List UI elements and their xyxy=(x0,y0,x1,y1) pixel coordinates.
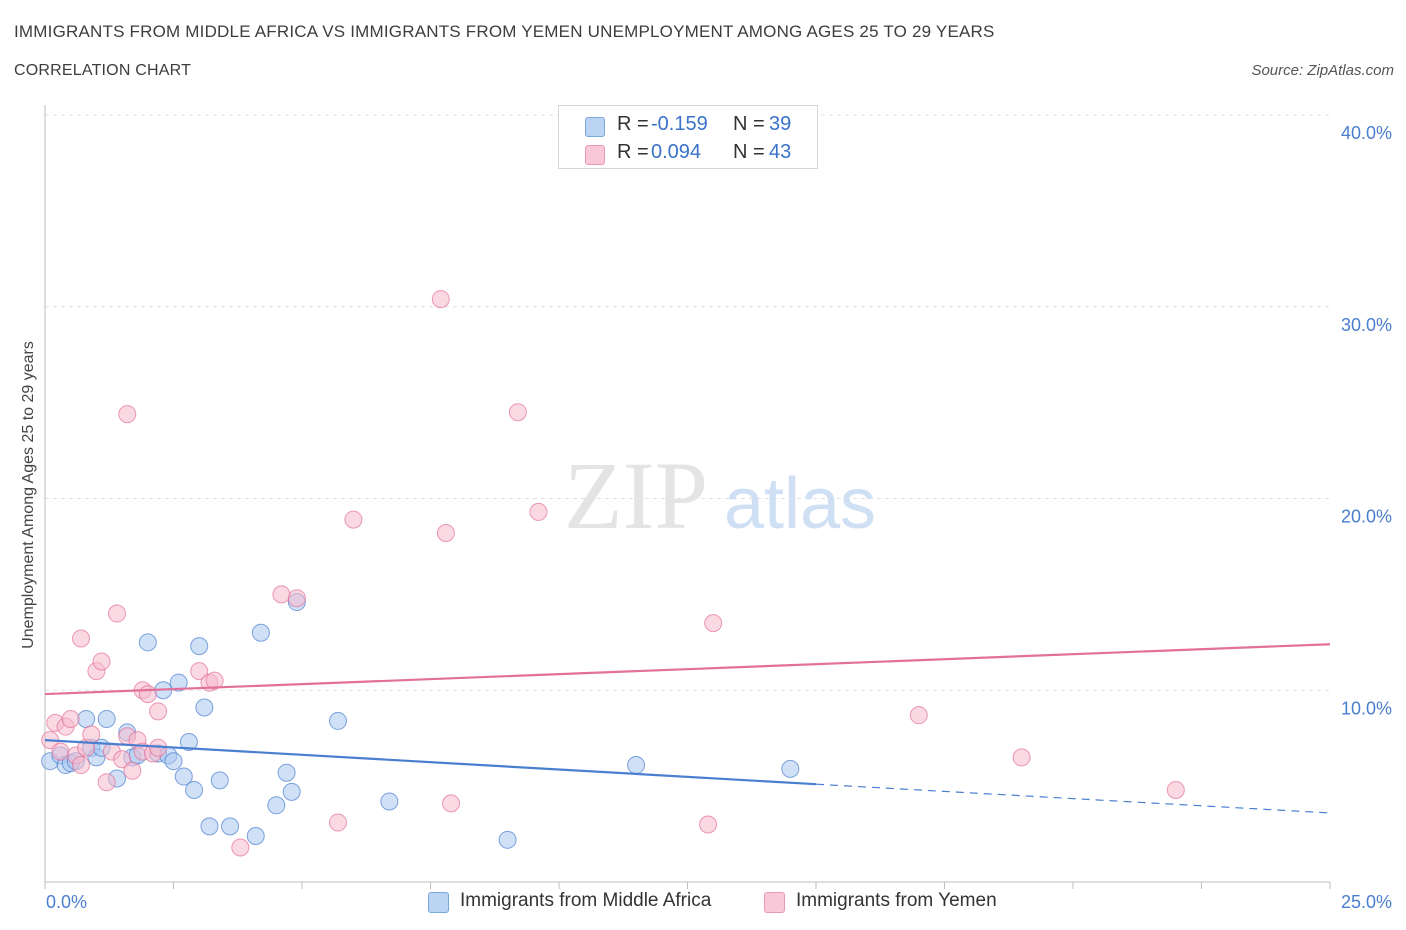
point-middle-africa xyxy=(380,792,399,811)
point-yemen xyxy=(71,756,90,775)
point-yemen xyxy=(1012,748,1031,767)
trend-line-yemen xyxy=(44,643,1331,696)
gridlines xyxy=(45,114,1330,691)
point-yemen xyxy=(123,761,142,780)
stats-legend: R = -0.159 N = 39 R = 0.094 N = 43 xyxy=(558,105,818,169)
watermark-atlas: atlas xyxy=(724,464,876,544)
legend-r-label: R = xyxy=(617,113,649,135)
point-yemen xyxy=(328,813,347,832)
point-yemen xyxy=(92,652,111,671)
point-middle-africa xyxy=(267,796,286,815)
point-yemen xyxy=(909,706,928,725)
point-middle-africa xyxy=(138,633,157,652)
data-points xyxy=(41,290,1185,857)
legend-swatch-blue xyxy=(585,117,605,137)
point-yemen xyxy=(1166,780,1185,799)
point-yemen xyxy=(431,290,450,309)
point-yemen xyxy=(71,629,90,648)
x-tick-label-min: 0.0% xyxy=(46,892,87,912)
point-middle-africa xyxy=(627,756,646,775)
point-middle-africa xyxy=(169,673,188,692)
point-yemen xyxy=(190,662,209,681)
trend-line-middle-africa xyxy=(44,739,817,786)
point-middle-africa xyxy=(200,817,219,836)
trend-line-middle-africa-extension xyxy=(815,783,1331,814)
point-middle-africa xyxy=(195,698,214,717)
legend-n-value: 39 xyxy=(769,113,792,135)
point-middle-africa xyxy=(498,830,517,849)
watermark: ZIP atlas xyxy=(564,442,876,549)
legend-n-value: 43 xyxy=(769,141,792,163)
axes xyxy=(44,105,1331,889)
source-credit: Source: ZipAtlas.com xyxy=(1251,62,1394,79)
legend-r-value: -0.159 xyxy=(651,113,708,135)
point-middle-africa xyxy=(781,759,800,778)
point-yemen xyxy=(82,725,101,744)
point-yemen xyxy=(699,815,718,834)
point-yemen xyxy=(97,773,116,792)
y-tick-label: 10.0% xyxy=(1341,698,1392,718)
legend-r-label: R = xyxy=(617,141,649,163)
legend-swatch-pink xyxy=(764,892,785,913)
point-middle-africa xyxy=(190,637,209,656)
point-yemen xyxy=(107,604,126,623)
legend-swatch-pink xyxy=(585,145,605,165)
watermark-zip: ZIP xyxy=(564,442,708,549)
point-yemen xyxy=(118,405,137,424)
point-yemen xyxy=(344,510,363,529)
y-tick-label: 40.0% xyxy=(1341,123,1392,143)
legend-r-value: 0.094 xyxy=(651,141,702,163)
point-middle-africa xyxy=(185,780,204,799)
point-yemen xyxy=(51,742,70,761)
point-yemen xyxy=(436,524,455,543)
point-yemen xyxy=(138,685,157,704)
legend-label: Immigrants from Middle Africa xyxy=(460,890,712,911)
point-yemen xyxy=(272,585,291,604)
chart-subtitle: CORRELATION CHART xyxy=(14,62,192,79)
legend-n-label: N = xyxy=(733,113,765,135)
y-tick-labels: 10.0% 20.0% 30.0% 40.0% xyxy=(1341,123,1392,718)
point-yemen xyxy=(704,614,723,633)
point-middle-africa xyxy=(179,733,198,752)
point-yemen xyxy=(442,794,461,813)
point-middle-africa xyxy=(210,771,229,790)
y-tick-label: 20.0% xyxy=(1341,507,1392,527)
x-tick-label-max: 25.0% xyxy=(1341,892,1392,912)
point-middle-africa xyxy=(328,711,347,730)
point-middle-africa xyxy=(277,763,296,782)
chart-title: IMMIGRANTS FROM MIDDLE AFRICA VS IMMIGRA… xyxy=(14,22,995,41)
point-yemen xyxy=(508,403,527,422)
point-yemen xyxy=(113,750,132,769)
point-middle-africa xyxy=(282,782,301,801)
legend-swatch-blue xyxy=(428,892,449,913)
point-middle-africa xyxy=(97,710,116,729)
point-yemen xyxy=(231,838,250,857)
point-middle-africa xyxy=(174,767,193,786)
point-middle-africa xyxy=(251,623,270,642)
point-middle-africa xyxy=(164,752,183,771)
point-yemen xyxy=(61,710,80,729)
point-yemen xyxy=(529,502,548,521)
point-middle-africa xyxy=(77,710,96,729)
legend-label: Immigrants from Yemen xyxy=(796,890,997,911)
legend-n-label: N = xyxy=(733,141,765,163)
trend-lines xyxy=(44,643,1331,814)
point-yemen xyxy=(287,589,306,608)
point-yemen xyxy=(205,671,224,690)
point-yemen xyxy=(149,702,168,721)
y-axis-label: Unemployment Among Ages 25 to 29 years xyxy=(20,341,37,649)
point-middle-africa xyxy=(221,817,240,836)
point-middle-africa xyxy=(246,826,265,845)
y-tick-label: 30.0% xyxy=(1341,315,1392,335)
